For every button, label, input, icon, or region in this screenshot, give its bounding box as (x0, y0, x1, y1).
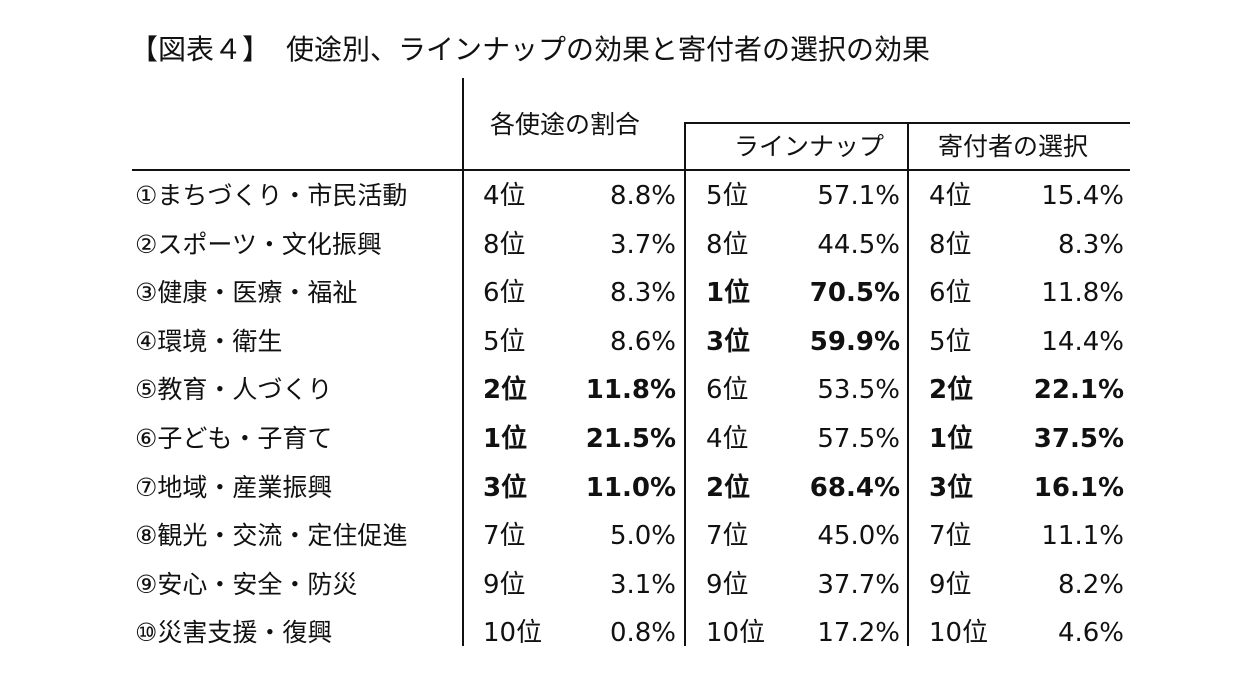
header-donor-choice: 寄付者の選択 (938, 132, 1089, 161)
percent-cell: 44.5% (817, 229, 900, 260)
rank-cell: 1位 (706, 278, 751, 309)
table-row: ③健康・医療・福祉 6位 8.3% 1位 70.5% 6位 11.8% (0, 269, 1259, 317)
rank-cell: 3位 (483, 472, 528, 503)
percent-cell: 45.0% (817, 521, 900, 552)
figure-title: 【図表４】 使途別、ラインナップの効果と寄付者の選択の効果 (130, 30, 930, 70)
percent-cell: 68.4% (809, 472, 900, 503)
table-row: ④環境・衛生 5位 8.6% 3位 59.9% 5位 14.4% (0, 318, 1259, 366)
rank-cell: 4位 (706, 424, 749, 454)
rank-cell: 3位 (929, 472, 974, 503)
rank-cell: 10位 (706, 618, 766, 649)
header-lineup: ラインナップ (734, 132, 885, 161)
row-label: ③健康・医療・福祉 (135, 278, 358, 308)
rank-cell: 5位 (929, 326, 972, 357)
percent-cell: 3.7% (609, 229, 676, 260)
percent-cell: 22.1% (1033, 375, 1124, 406)
percent-cell: 37.5% (1033, 424, 1124, 454)
table-row: ⑤教育・人づくり 2位 11.8% 6位 53.5% 2位 22.1% (0, 366, 1259, 414)
table-row: ⑥子ども・子育て 1位 21.5% 4位 57.5% 1位 37.5% (0, 415, 1259, 463)
divider-label-column (462, 78, 464, 646)
header-share: 各使途の割合 (490, 110, 641, 139)
percent-cell: 5.0% (609, 521, 676, 552)
percent-cell: 15.4% (1041, 181, 1124, 211)
percent-cell: 11.1% (1041, 521, 1124, 552)
percent-cell: 3.1% (609, 569, 676, 600)
row-label: ⑦地域・産業振興 (135, 472, 333, 502)
rank-cell: 7位 (929, 521, 972, 552)
percent-cell: 59.9% (809, 326, 900, 357)
rank-cell: 9位 (706, 569, 749, 600)
percent-cell: 57.1% (817, 181, 900, 211)
rank-cell: 8位 (483, 229, 526, 260)
table-row: ①まちづくり・市民活動 4位 8.8% 5位 57.1% 4位 15.4% (0, 172, 1259, 220)
row-label: ①まちづくり・市民活動 (135, 181, 408, 210)
percent-cell: 8.3% (1057, 229, 1124, 260)
percent-cell: 11.0% (585, 472, 676, 503)
rank-cell: 4位 (929, 181, 972, 211)
percent-cell: 4.6% (1057, 618, 1124, 649)
percent-cell: 70.5% (809, 278, 900, 309)
table-row: ⑦地域・産業振興 3位 11.0% 2位 68.4% 3位 16.1% (0, 464, 1259, 512)
row-label: ⑥子ども・子育て (135, 424, 333, 453)
rank-cell: 5位 (483, 326, 526, 357)
row-label: ⑤教育・人づくり (135, 375, 333, 405)
rank-cell: 7位 (706, 521, 749, 552)
percent-cell: 0.8% (609, 618, 676, 649)
percent-cell: 37.7% (817, 569, 900, 600)
rank-cell: 8位 (706, 229, 749, 260)
divider-donor-column (907, 124, 909, 646)
figure-number: 【図表４】 (130, 33, 271, 66)
percent-cell: 8.6% (609, 326, 676, 357)
rank-cell: 3位 (706, 326, 751, 357)
percent-cell: 53.5% (817, 375, 900, 406)
percent-cell: 21.5% (585, 424, 676, 454)
table-row: ⑩災害支援・復興 10位 0.8% 10位 17.2% 10位 4.6% (0, 609, 1259, 657)
row-label: ②スポーツ・文化振興 (135, 229, 382, 259)
rank-cell: 8位 (929, 229, 972, 260)
percent-cell: 11.8% (1041, 278, 1124, 309)
rank-cell: 10位 (929, 618, 989, 649)
divider-header (132, 169, 1130, 171)
row-label: ⑩災害支援・復興 (135, 618, 333, 648)
percent-cell: 8.2% (1057, 569, 1124, 600)
row-label: ⑨安心・安全・防災 (135, 569, 358, 599)
rank-cell: 2位 (929, 375, 974, 406)
rank-cell: 5位 (706, 181, 749, 211)
rank-cell: 6位 (483, 278, 526, 309)
rank-cell: 1位 (483, 424, 528, 454)
rank-cell: 6位 (929, 278, 972, 309)
row-label: ④環境・衛生 (135, 326, 283, 356)
rank-cell: 2位 (483, 375, 528, 406)
row-label: ⑧観光・交流・定住促進 (135, 521, 408, 551)
table-row: ⑨安心・安全・防災 9位 3.1% 9位 37.7% 9位 8.2% (0, 561, 1259, 609)
percent-cell: 8.3% (609, 278, 676, 309)
rank-cell: 10位 (483, 618, 543, 649)
rank-cell: 6位 (706, 375, 749, 406)
percent-cell: 11.8% (585, 375, 676, 406)
figure-caption: 使途別、ラインナップの効果と寄付者の選択の効果 (286, 33, 931, 66)
divider-subheader (684, 122, 1130, 124)
divider-lineup-column (684, 124, 686, 646)
percent-cell: 57.5% (817, 424, 900, 454)
percent-cell: 14.4% (1041, 326, 1124, 357)
rank-cell: 9位 (929, 569, 972, 600)
rank-cell: 1位 (929, 424, 974, 454)
percent-cell: 17.2% (817, 618, 900, 649)
table-row: ②スポーツ・文化振興 8位 3.7% 8位 44.5% 8位 8.3% (0, 221, 1259, 269)
rank-cell: 4位 (483, 181, 526, 211)
rank-cell: 2位 (706, 472, 751, 503)
rank-cell: 7位 (483, 521, 526, 552)
percent-cell: 8.8% (609, 181, 676, 211)
table-row: ⑧観光・交流・定住促進 7位 5.0% 7位 45.0% 7位 11.1% (0, 512, 1259, 560)
rank-cell: 9位 (483, 569, 526, 600)
percent-cell: 16.1% (1033, 472, 1124, 503)
